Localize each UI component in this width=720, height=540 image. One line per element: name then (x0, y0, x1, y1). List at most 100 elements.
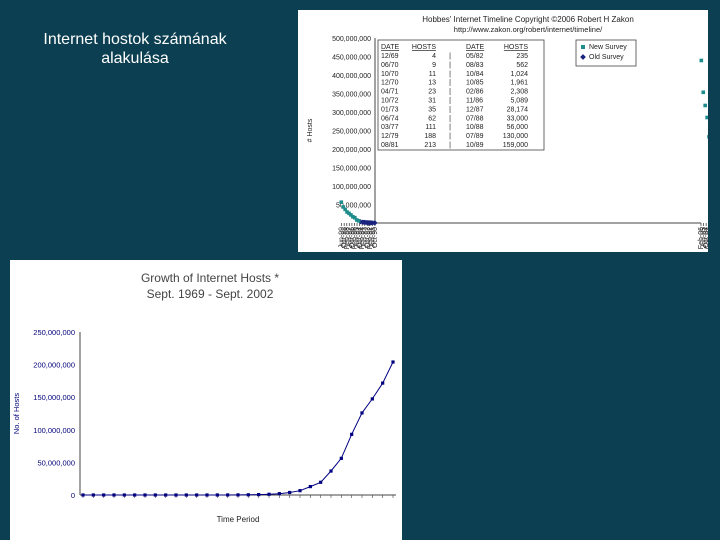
chart1-table-cell: 1,024 (510, 71, 528, 78)
chart1-table-cell: 04/71 (381, 89, 399, 96)
chart1-ytick-label: 150,000,000 (332, 166, 371, 173)
chart1-table-cell: 06/70 (381, 62, 399, 69)
chart1-table-cell: 10/89 (466, 142, 484, 149)
chart1-xtick-label: Oct-98 (341, 227, 348, 248)
chart2-point (257, 492, 261, 497)
chart1-ytick-label: 500,000,000 (332, 36, 371, 43)
chart1-table-cell: 11 (429, 71, 436, 78)
chart2-ytick-label: 200,000,000 (33, 361, 75, 370)
chart1-table-separator: | (449, 124, 451, 131)
chart1-xtick-label: Oct-90 (372, 227, 379, 248)
chart1-table-header: DATE (381, 44, 399, 51)
chart2-point (184, 493, 188, 497)
chart1-table-cell: 07/88 (466, 115, 484, 122)
chart1-table-separator: | (449, 142, 451, 149)
chart1-point-new (699, 58, 704, 63)
chart2-point (81, 493, 85, 497)
chart1-table-cell: 12/87 (466, 106, 484, 113)
chart2-series-line (83, 361, 394, 496)
chart1-table-separator: | (449, 89, 451, 96)
chart1-table-separator: | (449, 62, 451, 69)
chart1-point-new (354, 218, 359, 222)
chart1-table-cell: 10/70 (381, 71, 399, 78)
chart2-ytick-label: 0 (71, 491, 75, 500)
chart2-point (319, 480, 323, 484)
chart1-table-separator: | (449, 80, 451, 87)
chart2-point (277, 492, 281, 496)
chart1-ytick-label: 250,000,000 (332, 129, 371, 136)
chart1-point-new (701, 90, 706, 95)
chart1-table-cell: 56,000 (507, 124, 529, 131)
chart2-ytick-label: 250,000,000 (33, 328, 75, 337)
chart1-ytick-label: 50,000,000 (336, 203, 371, 210)
chart1-table-separator: | (449, 53, 451, 60)
chart2-point (226, 493, 230, 497)
chart1-point-new (707, 134, 708, 139)
chart1-xtick-label: Feb-96 (351, 227, 358, 249)
chart1-table-box (377, 39, 545, 151)
chart1-xtick-label: Jun-99 (339, 227, 346, 249)
chart1-xtick-label: Oct-92 (364, 227, 371, 248)
chart1-ytick-label: 200,000,000 (332, 147, 371, 154)
chart1-table-cell: 06/74 (381, 115, 399, 122)
slide-title-line-2: alakulása (101, 50, 169, 67)
chart2-point (91, 493, 95, 497)
chart1-title: Hobbes' Internet Timeline Copyright ©200… (422, 15, 634, 24)
hobbes-timeline-chart: Hobbes' Internet Timeline Copyright ©200… (298, 10, 708, 252)
chart2-point (339, 456, 343, 460)
chart1-table-cell: 1,961 (510, 80, 528, 87)
chart2-point (133, 493, 137, 497)
chart2-point (288, 490, 292, 495)
chart1-table-cell: 235 (516, 53, 528, 60)
chart1-point-new (345, 210, 349, 214)
chart2-point (143, 493, 147, 497)
chart1-ytick-label: 300,000,000 (332, 110, 371, 117)
chart1-table-cell: 130,000 (503, 133, 528, 140)
chart1-xtick-label: Jun-93 (362, 227, 369, 249)
chart1-table-cell: 28,174 (507, 106, 529, 113)
chart1-legend-label: New Survey (589, 44, 627, 51)
chart1-table-separator: | (449, 106, 451, 113)
chart1-point-new (349, 213, 353, 217)
chart1-table-cell: 11/86 (466, 98, 483, 105)
chart1-table-header: HOSTS (504, 44, 528, 51)
chart2-point (308, 485, 312, 489)
chart1-legend-marker (580, 54, 586, 60)
chart1-xtick-label: Feb-06 (698, 227, 705, 249)
chart2-point (246, 493, 250, 497)
chart1-point-new (343, 207, 347, 212)
chart2-subtitle: Sept. 1969 - Sept. 2002 (147, 287, 274, 301)
chart1-table-cell: 111 (425, 124, 436, 131)
chart2-ytick-label: 100,000,000 (33, 426, 75, 435)
chart1-table-cell: 213 (424, 142, 436, 149)
chart1-table-cell: 4 (432, 53, 436, 60)
chart1-table-cell: 05/82 (466, 53, 484, 60)
chart1-table-separator: | (449, 71, 451, 78)
chart1-table-separator: | (449, 98, 451, 105)
chart1-table-cell: 33,000 (507, 115, 529, 122)
chart1-xtick-label: Oct-96 (349, 227, 356, 248)
growth-of-hosts-chart: Growth of Internet Hosts * Sept. 1969 - S… (10, 260, 402, 540)
chart1-table-header: DATE (466, 44, 484, 51)
chart1-y-axis-label: # Hosts (307, 118, 314, 142)
chart1-legend-box (575, 39, 637, 67)
chart1-table-cell: 10/88 (466, 124, 484, 131)
chart1-table-cell: 10/84 (466, 71, 484, 78)
chart1-xtick-label: Jun-05 (701, 227, 708, 249)
chart1-point-new (356, 219, 361, 223)
chart1-table-cell: 2,308 (510, 89, 528, 96)
chart1-xtick-label: Feb-94 (359, 227, 366, 249)
chart2-ytick-label: 150,000,000 (33, 393, 75, 402)
chart1-table-cell: 23 (428, 89, 436, 96)
chart1-ytick-label: 400,000,000 (332, 73, 371, 80)
slide-title: Internet hostok számának alakulása (20, 30, 250, 68)
chart1-table-cell: 07/89 (466, 133, 484, 140)
chart1-subtitle: http://www.zakon.org/robert/internet/tim… (454, 25, 603, 34)
chart1-table-cell: 35 (428, 106, 436, 113)
slide-title-line-1: Internet hostok számának (43, 31, 227, 48)
chart1-ytick-label: 350,000,000 (332, 92, 371, 99)
chart1-table-cell: 12/69 (381, 53, 399, 60)
chart1-table-cell: 10/72 (381, 98, 399, 105)
chart1-xtick-label: Feb-92 (367, 227, 374, 249)
chart2-point (112, 493, 116, 497)
